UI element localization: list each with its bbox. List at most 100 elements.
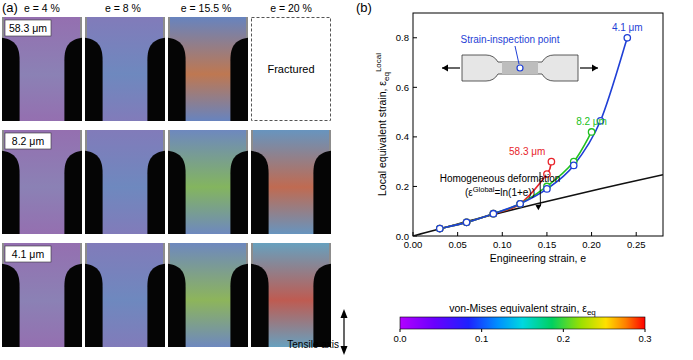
data-point [624, 35, 630, 41]
inset-specimen [462, 55, 578, 81]
background-right [64, 38, 82, 121]
row-label: 8.2 μm [12, 135, 45, 147]
data-point [544, 186, 550, 192]
series-label: 4.1 μm [612, 22, 643, 33]
annotation-line2: (εGlobal=ln(1+e)) [465, 185, 535, 198]
background-left [168, 264, 186, 347]
data-point [437, 225, 443, 231]
annotation-arrow [540, 172, 541, 206]
y-axis-label-main: Local equivalent strain, ε [376, 81, 388, 196]
data-point [517, 201, 523, 207]
colorbar-label: von-Mises equivalent strain, εeq [449, 302, 596, 317]
y-tick [413, 186, 417, 187]
background-left [251, 151, 269, 234]
cell-background [168, 243, 248, 347]
series-line [440, 132, 592, 229]
panel-label: (a) [2, 0, 18, 15]
arrow-head [341, 346, 348, 355]
annotation-line1: Homogeneous deformation [440, 173, 561, 184]
data-point [490, 211, 496, 217]
column-label: e = 8 % [105, 2, 141, 14]
row-label: 4.1 μm [12, 248, 45, 260]
data-point [463, 219, 469, 225]
background-left [251, 264, 269, 347]
panel-label: (b) [356, 0, 372, 15]
colorbar [400, 317, 645, 329]
y-tick-label: 0.4 [396, 131, 409, 142]
background-right [147, 264, 165, 347]
colorbar-label-main: von-Mises equivalent strain, ε [449, 302, 587, 314]
inspection-point [517, 65, 523, 71]
cell-background [168, 17, 248, 121]
data-point [517, 201, 523, 207]
colorbar-tick [645, 329, 646, 332]
y-tick [413, 37, 417, 38]
colorbar-tick-label: 0.2 [557, 333, 570, 344]
x-tick-label: 0.05 [448, 239, 467, 250]
inset-label: Strain-inspection point [461, 34, 560, 45]
data-point [517, 201, 523, 207]
annotation-sup: Global [473, 185, 495, 194]
background-right [64, 151, 82, 234]
cell-background [251, 130, 331, 234]
arrow-head [592, 65, 598, 72]
y-tick-label: 0.6 [396, 82, 409, 93]
colorbar-tick [563, 329, 564, 332]
background-right [313, 264, 331, 347]
x-tick-label: 0.25 [627, 239, 646, 250]
series-label: 58.3 μm [509, 146, 545, 157]
data-point [437, 225, 443, 231]
data-point [437, 225, 443, 231]
background-left [85, 38, 103, 121]
fractured-box [252, 18, 331, 121]
y-tick-label: 0.2 [396, 181, 409, 192]
y-axis-label-sub: eq [382, 72, 391, 81]
series-label: 8.2 μm [576, 116, 607, 127]
background-right [147, 38, 165, 121]
inset-pointer [515, 46, 519, 64]
row-label-box [5, 20, 51, 36]
cell-background [2, 243, 82, 347]
colorbar-label-sub: eq [587, 308, 596, 317]
background-right [313, 151, 331, 234]
row-label-box [5, 133, 51, 149]
background-left [2, 38, 20, 121]
cell-background [85, 17, 165, 121]
background-left [2, 264, 20, 347]
background-left [168, 151, 186, 234]
x-axis-label: Engineering strain, e [490, 252, 586, 264]
data-point [490, 211, 496, 217]
background-right [230, 151, 248, 234]
x-tick-label: 0.20 [582, 239, 601, 250]
data-point [490, 211, 496, 217]
y-tick-label: 0.8 [396, 32, 409, 43]
data-point [571, 162, 577, 168]
row-label-box [5, 246, 51, 262]
annotation-part: =ln(1+e)) [494, 187, 535, 198]
x-tick [636, 232, 637, 236]
background-left [168, 38, 186, 121]
inset-gauge [502, 62, 538, 74]
cell-background [251, 243, 331, 347]
colorbar-tick [481, 329, 482, 332]
row-label: 58.3 μm [9, 22, 47, 34]
data-point [463, 219, 469, 225]
x-tick-label: 0.10 [493, 239, 512, 250]
data-point [463, 219, 469, 225]
background-right [230, 38, 248, 121]
series-line [440, 162, 552, 229]
cell-background [168, 130, 248, 234]
y-axis-label-sup: Local [374, 53, 383, 72]
column-label: e = 15.5 % [181, 2, 232, 14]
fractured-label: Fractured [267, 63, 314, 75]
x-tick [546, 232, 547, 236]
plot-frame [413, 13, 663, 236]
background-left [2, 151, 20, 234]
x-tick [502, 232, 503, 236]
figure: (a)e = 4 %e = 8 %e = 15.5 %e = 20 %58.3 … [0, 0, 693, 360]
x-tick-label: 0.15 [538, 239, 557, 250]
x-tick [591, 232, 592, 236]
arrow-head [535, 204, 541, 210]
colorbar-tick-label: 0.1 [475, 333, 488, 344]
y-axis-label: Local equivalent strain, εeqLocal [374, 53, 391, 196]
